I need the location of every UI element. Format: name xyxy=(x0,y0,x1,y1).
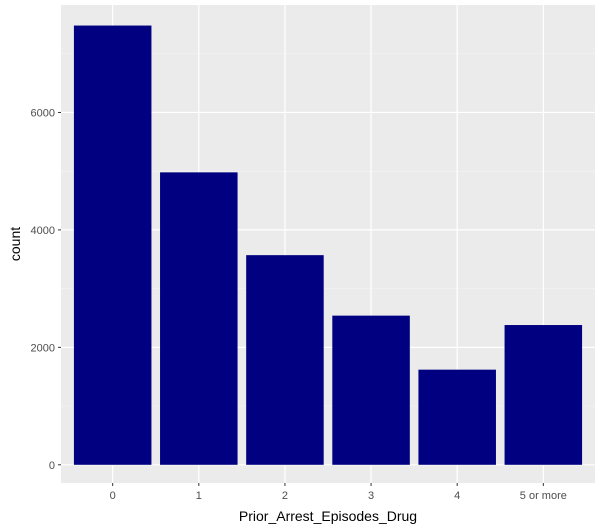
bars xyxy=(73,25,583,465)
y-tick-label: 2000 xyxy=(31,342,55,354)
x-tick-label: 1 xyxy=(196,490,202,502)
y-tick-label: 4000 xyxy=(31,225,55,237)
bar xyxy=(418,369,496,465)
x-tick-label: 5 or more xyxy=(520,490,567,502)
x-axis-title: Prior_Arrest_Episodes_Drug xyxy=(239,508,417,524)
bar xyxy=(246,255,324,465)
bar xyxy=(332,315,410,465)
y-tick-label: 6000 xyxy=(31,107,55,119)
y-tick-label: 0 xyxy=(49,460,55,472)
x-axis-ticks: 0 1 2 3 4 5 or more xyxy=(110,483,567,502)
x-tick-label: 2 xyxy=(282,490,288,502)
y-axis-title: count xyxy=(7,227,23,261)
bar xyxy=(73,25,152,465)
y-axis-ticks: 0 2000 4000 6000 xyxy=(31,107,61,472)
x-tick-label: 0 xyxy=(110,490,116,502)
bar xyxy=(504,325,583,465)
x-tick-label: 3 xyxy=(368,490,374,502)
x-tick-label: 4 xyxy=(454,490,460,502)
bar xyxy=(160,172,238,465)
